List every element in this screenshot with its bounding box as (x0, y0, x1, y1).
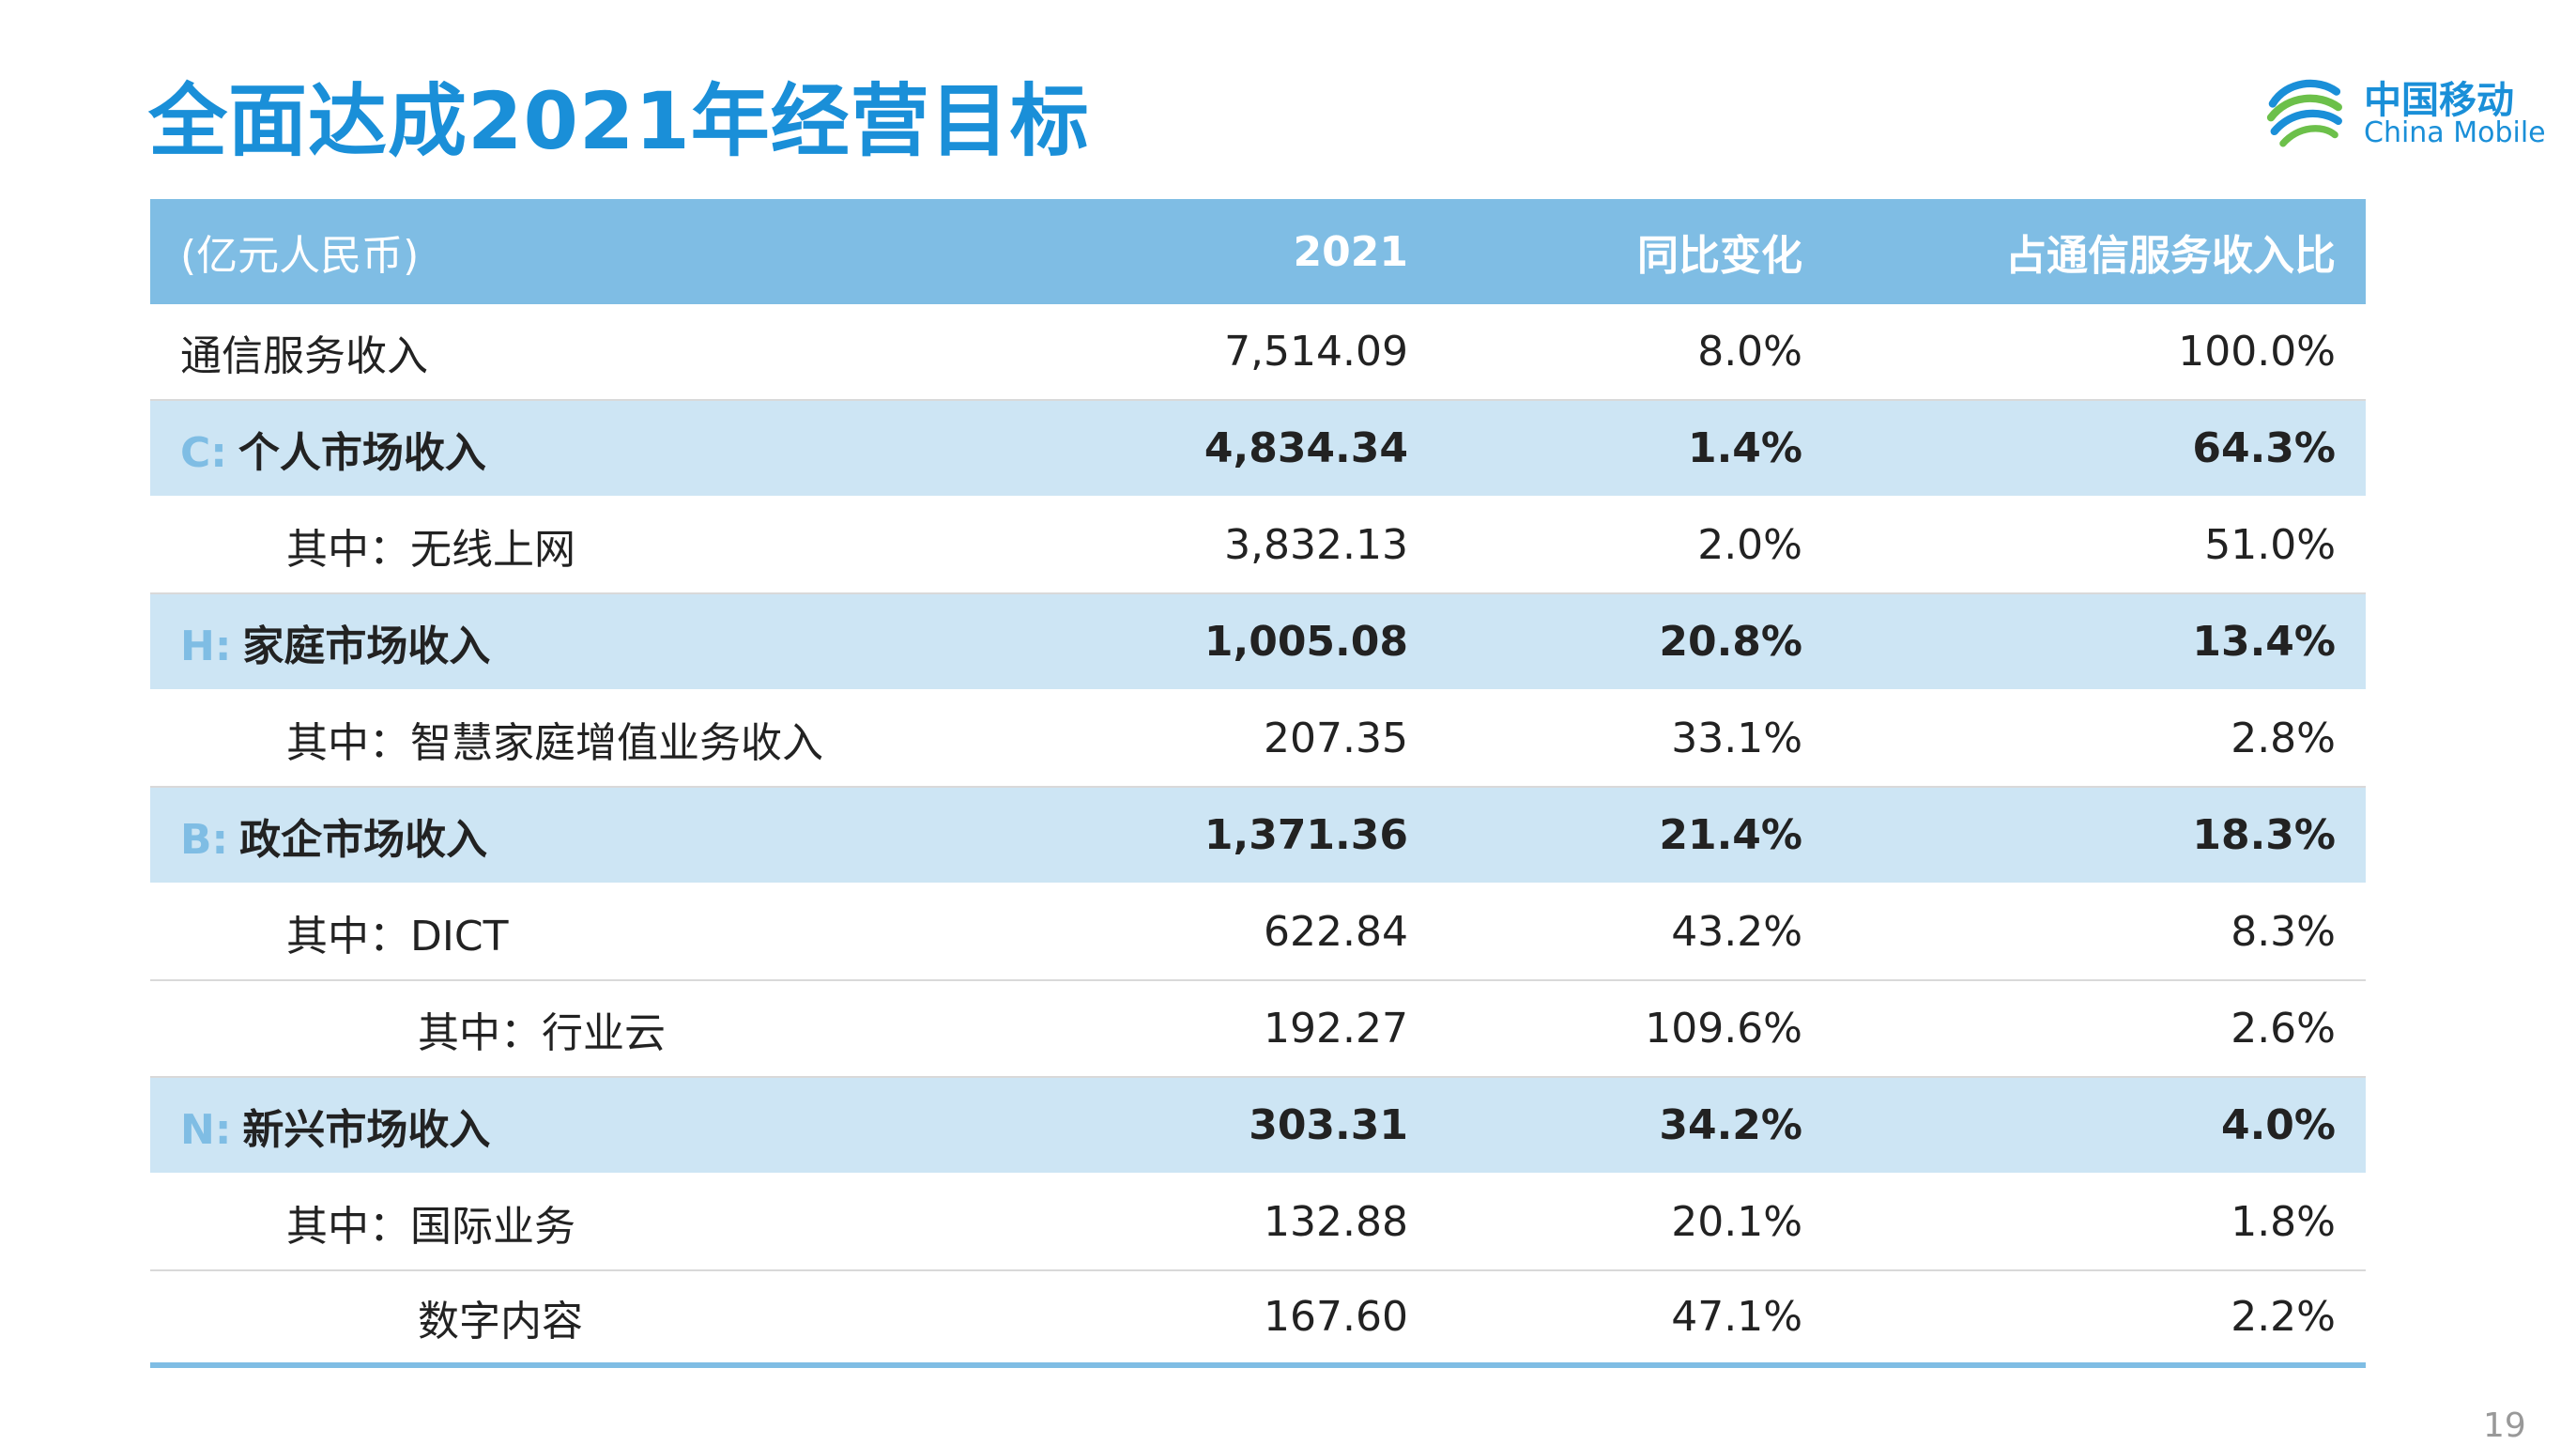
row-value: 192.27 (1264, 1005, 1408, 1053)
row-label: 其中：智慧家庭增值业务收入 (286, 718, 823, 767)
header-unit: (亿元人民币) (180, 232, 420, 280)
row-share: 2.6% (2231, 1005, 2336, 1053)
revenue-table: (亿元人民币) 2021 同比变化 占通信服务收入比 通信服务收入 7,514.… (150, 199, 2366, 1368)
table-row: 通信服务收入 7,514.09 8.0% 100.0% (150, 304, 2366, 401)
header-share: 占通信服务收入比 (2005, 232, 2336, 280)
segment-prefix: N: (180, 1105, 232, 1154)
row-yoy: 8.0% (1697, 328, 1802, 376)
row-label: 其中：DICT (286, 912, 509, 961)
row-share: 8.3% (2231, 908, 2336, 956)
table-header-row: (亿元人民币) 2021 同比变化 占通信服务收入比 (150, 199, 2366, 304)
segment-prefix: C: (180, 428, 227, 477)
row-share: 2.8% (2231, 715, 2336, 762)
table-row: 数字内容 167.60 47.1% 2.2% (150, 1271, 2366, 1368)
table-row: 其中：行业云 192.27 109.6% 2.6% (150, 981, 2366, 1078)
row-value: 7,514.09 (1224, 328, 1408, 376)
table-row: 其中：国际业务 132.88 20.1% 1.8% (150, 1175, 2366, 1271)
row-value: 167.60 (1264, 1293, 1408, 1341)
logo-text-en: China Mobile (2364, 116, 2546, 149)
segment-prefix: B: (180, 815, 229, 864)
logo-text-cn: 中国移动 (2364, 79, 2514, 122)
china-mobile-logo: 中国移动 China Mobile (2261, 66, 2546, 160)
table-row: 其中：智慧家庭增值业务收入 207.35 33.1% 2.8% (150, 691, 2366, 788)
row-value: 1,005.08 (1204, 618, 1408, 666)
row-yoy: 34.2% (1659, 1101, 1802, 1149)
table-row-segment: H: 家庭市场收入 1,005.08 20.8% 13.4% (150, 594, 2366, 691)
row-label: H: 家庭市场收入 (180, 622, 491, 670)
row-yoy: 20.1% (1671, 1198, 1802, 1246)
row-label: C: 个人市场收入 (180, 428, 486, 477)
row-value: 303.31 (1249, 1101, 1408, 1149)
row-value: 207.35 (1264, 715, 1408, 762)
row-label: 通信服务收入 (180, 331, 428, 380)
row-yoy: 47.1% (1671, 1293, 1802, 1341)
row-label: 数字内容 (418, 1297, 583, 1345)
row-value: 1,371.36 (1204, 811, 1408, 859)
table-row-segment: N: 新兴市场收入 303.31 34.2% 4.0% (150, 1078, 2366, 1175)
row-yoy: 20.8% (1659, 618, 1802, 666)
row-share: 64.3% (2192, 424, 2336, 472)
row-share: 51.0% (2204, 521, 2336, 569)
row-label: B: 政企市场收入 (180, 815, 488, 864)
row-yoy: 21.4% (1659, 811, 1802, 859)
row-share: 1.8% (2231, 1198, 2336, 1246)
row-label: N: 新兴市场收入 (180, 1105, 491, 1154)
row-yoy: 33.1% (1671, 715, 1802, 762)
row-yoy: 109.6% (1645, 1005, 1802, 1053)
header-year: 2021 (1293, 227, 1408, 276)
row-yoy: 2.0% (1697, 521, 1802, 569)
row-share: 18.3% (2192, 811, 2336, 859)
page-number: 19 (2483, 1407, 2526, 1445)
row-label: 其中：行业云 (418, 1008, 666, 1057)
row-label: 其中：国际业务 (286, 1202, 575, 1251)
header-yoy: 同比变化 (1637, 232, 1802, 280)
row-value: 622.84 (1264, 908, 1408, 956)
row-share: 100.0% (2178, 328, 2336, 376)
row-share: 4.0% (2220, 1101, 2336, 1149)
row-label: 其中：无线上网 (286, 525, 575, 574)
table-row: 其中：无线上网 3,832.13 2.0% 51.0% (150, 498, 2366, 594)
table-row: 其中：DICT 622.84 43.2% 8.3% (150, 884, 2366, 981)
row-yoy: 43.2% (1671, 908, 1802, 956)
row-value: 3,832.13 (1224, 521, 1408, 569)
row-share: 13.4% (2192, 618, 2336, 666)
china-mobile-logo-icon (2266, 79, 2342, 147)
table-row-segment: C: 个人市场收入 4,834.34 1.4% 64.3% (150, 401, 2366, 498)
table-row-segment: B: 政企市场收入 1,371.36 21.4% 18.3% (150, 788, 2366, 884)
row-yoy: 1.4% (1687, 424, 1802, 472)
page-title: 全面达成2021年经营目标 (148, 75, 1090, 167)
row-value: 4,834.34 (1204, 424, 1408, 472)
row-value: 132.88 (1264, 1198, 1408, 1246)
row-share: 2.2% (2231, 1293, 2336, 1341)
segment-prefix: H: (180, 622, 232, 670)
